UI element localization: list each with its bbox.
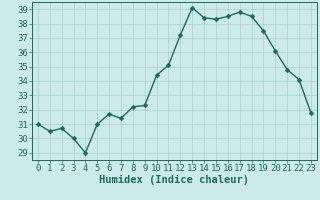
X-axis label: Humidex (Indice chaleur): Humidex (Indice chaleur): [100, 175, 249, 185]
